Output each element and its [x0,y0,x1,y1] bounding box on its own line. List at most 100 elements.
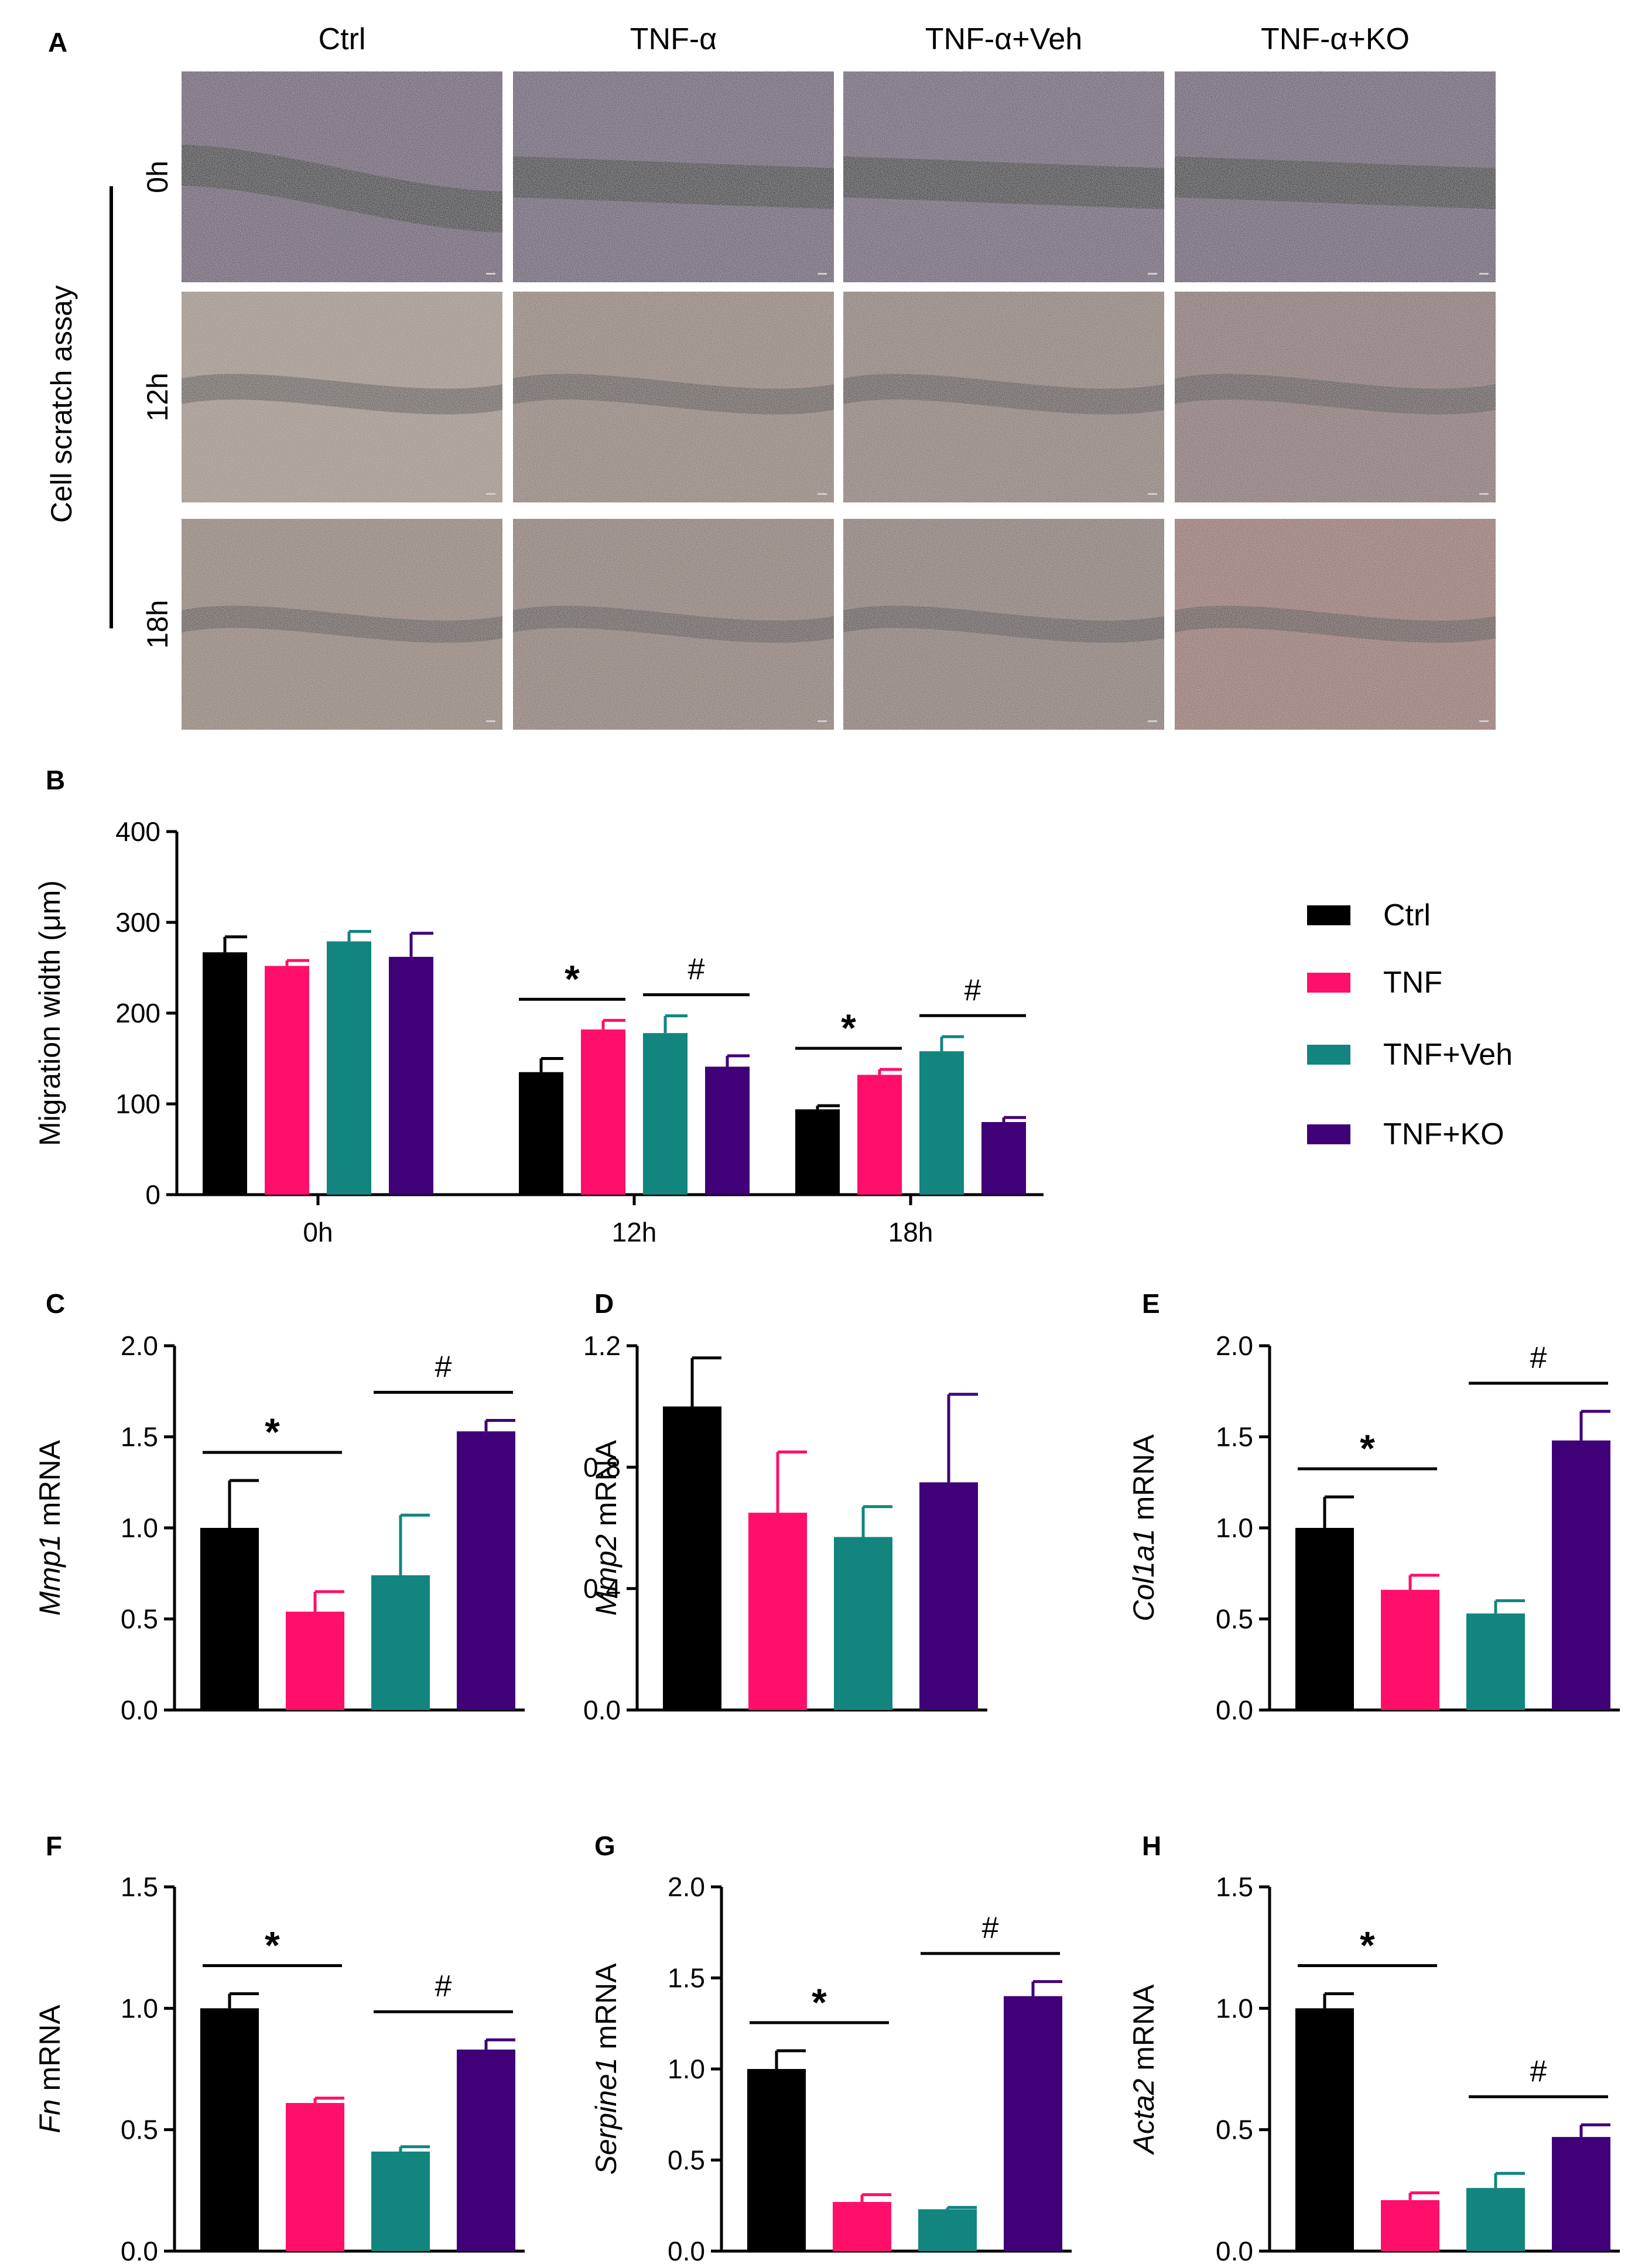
x-tick-label: 12h [612,1217,657,1247]
chart-d: D 0.0 0.4 0.8 1.2 Mmp2 mRNA [583,1288,987,1725]
y-tick-label: 0.5 [1216,2115,1253,2145]
bar-tnf-veh [1466,1613,1525,1710]
micrograph-tile [182,292,502,502]
panel-letter: E [1142,1288,1160,1319]
bar-tnf [1381,1589,1439,1710]
column-header: Ctrl [319,22,366,56]
y-tick-label: 0.0 [121,2236,158,2264]
y-tick-label: 1.0 [121,1993,158,2023]
y-axis-label-suffix: mRNA [33,2005,66,2099]
scratch-gap [182,145,502,232]
bar-ctrl [663,1406,721,1710]
panel-letter: F [46,1831,62,1861]
y-tick-label: 200 [115,998,160,1028]
scale-bar [1479,493,1489,495]
micrograph-tile [513,71,834,282]
legend-swatch [1307,1045,1350,1065]
legend-label: TNF+Veh [1383,1038,1513,1072]
y-tick-label: 100 [115,1089,160,1119]
y-tick-label: 300 [115,907,160,938]
y-axis-label: Mmp2 mRNA [590,1439,623,1616]
y-axis-label-gene: Fn [33,2099,66,2133]
scale-bar [1148,493,1157,495]
y-axis-label-gene: Mmp2 [590,1534,623,1616]
significance-mark: # [964,973,981,1007]
y-axis-label: Fn mRNA [33,2005,66,2133]
y-axis-label-gene: Col1a1 [1127,1528,1160,1621]
legend-label: Ctrl [1383,898,1431,932]
legend-label: TNF [1383,966,1442,1000]
significance-mark: * [841,1006,856,1049]
bar-tnf-ko [981,1122,1026,1195]
significance-mark: * [565,957,580,1000]
column-header: TNF-α [630,22,717,56]
bar-tnf [748,1513,807,1710]
y-axis-label-gene: Acta2 [1127,2078,1160,2155]
y-axis-label-suffix: mRNA [1127,1434,1160,1529]
y-axis-label: Serpine1 mRNA [590,1963,623,2175]
y-axis-label-gene: Mmp1 [33,1534,66,1616]
y-tick-label: 0.0 [1216,1695,1253,1725]
bar-tnf [833,2202,891,2251]
bar-tnf [581,1029,625,1195]
significance-mark: * [265,1923,280,1967]
scratch-gap [843,156,1164,209]
y-axis-label-suffix: mRNA [1127,1984,1160,2079]
y-tick-label: 1.5 [121,1872,158,1902]
y-axis-label-suffix: mRNA [590,1963,623,2058]
scratch-gap [843,374,1164,415]
panel-letter: G [594,1831,615,1861]
y-tick-label: 1.0 [1216,1993,1253,2023]
y-axis-label-suffix: mRNA [33,1439,66,1534]
time-label: 18h [141,600,174,648]
bar-tnf-veh [371,1575,430,1710]
significance-mark: # [1530,1341,1547,1375]
chart-c: C 0.0 0.5 1.0 1.5 2.0 Mmp1 mRNA * # [33,1288,525,1725]
bar-ctrl [200,2008,259,2251]
bar-ctrl [519,1072,563,1195]
scale-bar [818,273,827,275]
y-tick-label: 1.5 [1216,1872,1253,1902]
y-axis-label-gene: Serpine1 [590,2057,623,2174]
bar-tnf-ko [1552,2137,1610,2251]
scale-bar [1479,720,1489,722]
panel-a: A Ctrl TNF-α TNF-α+Veh TNF-α+KO 0h 12h 18h Ce… [45,22,1496,730]
y-tick-label: 1.0 [668,2054,705,2084]
micrograph-tile [843,71,1164,282]
x-tick-label: 18h [888,1217,933,1247]
time-label: 0h [141,160,174,193]
bar-tnf [286,1612,344,1710]
scale-bar [486,493,495,495]
chart-g: G 0.0 0.5 1.0 1.5 2.0 Serpine1 mRNA * # [590,1831,1072,2264]
y-tick-label: 0.8 [583,1452,621,1482]
y-axis-label: Mmp1 mRNA [33,1439,66,1616]
bar-tnf-ko [919,1482,978,1710]
scratch-gap [182,374,502,415]
bar-tnf [265,966,309,1195]
scratch-gap [1175,156,1496,209]
y-tick-label: 400 [115,816,160,847]
micrograph-grid: 0h 12h 18h [141,71,1496,730]
x-tick-label: 0h [303,1217,333,1247]
chart-e: E 0.0 0.5 1.0 1.5 2.0 Col1a1 mRNA * # [1127,1288,1620,1725]
micrograph-tile [1175,292,1496,502]
bar-tnf [1381,2200,1439,2251]
bar-tnf [857,1075,902,1195]
y-tick-label: 0.5 [121,2115,158,2145]
significance-mark: # [435,1969,452,2003]
bar-ctrl [1295,1528,1354,1710]
chart-f: F 0.0 0.5 1.0 1.5 Fn mRNA * # [33,1831,525,2264]
y-tick-label: 0.4 [583,1574,621,1604]
legend: Ctrl TNF TNF+Veh TNF+KO [1307,898,1513,1151]
micrograph-tile [513,292,834,502]
micrograph-tile [843,292,1164,502]
bar-tnf-veh [643,1033,688,1195]
scratch-gap [513,156,834,209]
bar-ctrl [747,2069,806,2251]
y-tick-label: 2.0 [1216,1331,1253,1361]
y-tick-label: 1.5 [121,1422,158,1452]
micrograph-tile [1175,519,1496,730]
legend-swatch [1307,1124,1350,1144]
y-axis-label: Col1a1 mRNA [1127,1434,1160,1622]
